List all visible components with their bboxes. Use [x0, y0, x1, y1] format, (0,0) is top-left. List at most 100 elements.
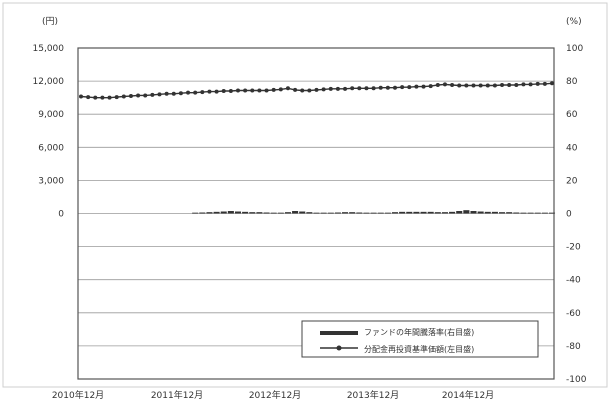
nav-point	[500, 82, 505, 87]
return-bar	[413, 211, 420, 214]
nav-point	[457, 83, 462, 88]
return-bar	[499, 212, 506, 214]
nav-point	[307, 88, 312, 93]
legend-label-return: ファンドの年間騰落率(右目盛)	[364, 327, 474, 337]
nav-point	[250, 88, 255, 93]
nav-point	[371, 86, 376, 91]
return-bar	[520, 212, 527, 214]
left-tick-label: 6,000	[38, 143, 64, 153]
return-bar	[284, 212, 291, 214]
nav-point	[236, 88, 240, 93]
return-bar	[463, 210, 470, 214]
nav-point	[150, 92, 155, 97]
return-bar	[320, 212, 327, 214]
nav-point	[93, 95, 98, 100]
nav-point	[271, 87, 276, 92]
right-tick-label: 80	[566, 77, 578, 87]
right-tick-label: 60	[566, 110, 578, 120]
nav-point	[314, 87, 319, 92]
right-tick-label: 0	[566, 210, 572, 220]
return-bar	[399, 211, 406, 214]
nav-point	[328, 86, 333, 91]
nav-point	[293, 87, 298, 92]
return-bar	[192, 212, 199, 214]
right-tick-label: 40	[566, 143, 578, 153]
nav-point	[414, 84, 419, 89]
return-bar	[306, 212, 313, 214]
return-bar	[491, 211, 498, 214]
nav-point	[100, 95, 105, 100]
return-bar	[420, 211, 427, 214]
nav-point	[400, 85, 405, 90]
return-bar	[449, 211, 456, 214]
right-tick-label: 20	[566, 176, 578, 186]
return-bar	[441, 212, 448, 214]
nav-point	[214, 89, 219, 94]
x-tick-label: 2014年12月	[442, 389, 494, 401]
legend-marker-nav	[336, 345, 342, 351]
left-axis-unit: (円)	[42, 16, 58, 27]
nav-point	[357, 86, 362, 91]
return-bar	[534, 212, 541, 214]
x-tick-label: 2011年12月	[151, 389, 203, 401]
return-bar	[370, 212, 377, 214]
return-bar	[227, 211, 234, 214]
return-bar	[506, 212, 513, 214]
nav-point	[521, 82, 526, 87]
nav-line	[79, 81, 554, 100]
return-bar	[548, 212, 556, 214]
return-bar	[270, 212, 277, 214]
nav-point	[385, 85, 390, 90]
return-bar	[242, 211, 249, 214]
return-bar	[513, 212, 520, 214]
nav-point	[335, 86, 340, 91]
x-tick-label: 2013年12月	[347, 389, 399, 401]
return-bar	[434, 212, 441, 214]
left-tick-label: 15,000	[33, 44, 65, 54]
right-tick-label: -20	[566, 243, 581, 253]
nav-point	[143, 93, 148, 98]
x-tick-label: 2012年12月	[249, 389, 301, 401]
return-bar	[356, 212, 363, 214]
return-bar	[256, 212, 263, 214]
nav-point	[364, 86, 369, 91]
nav-point	[393, 85, 397, 90]
return-bar	[292, 211, 299, 214]
nav-point	[207, 89, 212, 94]
nav-point	[492, 83, 497, 88]
return-bar	[277, 212, 284, 214]
nav-point	[535, 81, 540, 86]
return-bar	[327, 212, 334, 214]
nav-point	[157, 92, 162, 97]
nav-point	[542, 81, 547, 86]
nav-point	[164, 91, 169, 96]
nav-point	[107, 95, 112, 100]
return-bar	[299, 211, 306, 214]
right-tick-label: -60	[566, 309, 581, 319]
right-axis: 100 80 60 40 20 0 -20 -40 -60 -80 -100	[566, 44, 587, 385]
nav-point	[136, 93, 141, 98]
nav-point	[421, 84, 426, 89]
return-bar	[263, 212, 270, 214]
nav-point	[243, 88, 248, 93]
return-bar	[334, 212, 341, 214]
nav-point	[121, 94, 126, 99]
nav-point	[442, 82, 447, 87]
return-bar	[249, 212, 256, 214]
right-axis-unit: (%)	[566, 17, 582, 27]
outer-border	[2, 2, 608, 388]
nav-point	[550, 81, 554, 86]
return-bar	[313, 212, 320, 214]
return-bar	[541, 212, 548, 214]
return-bar	[234, 211, 242, 214]
nav-point	[514, 82, 519, 87]
return-bar	[527, 212, 534, 214]
return-bar	[213, 211, 220, 214]
return-bar	[470, 211, 477, 214]
right-tick-label: -40	[566, 276, 581, 286]
nav-point	[407, 85, 412, 90]
legend-box	[301, 320, 539, 358]
nav-point	[86, 95, 91, 100]
return-bars	[192, 210, 556, 214]
return-bar	[384, 212, 391, 214]
